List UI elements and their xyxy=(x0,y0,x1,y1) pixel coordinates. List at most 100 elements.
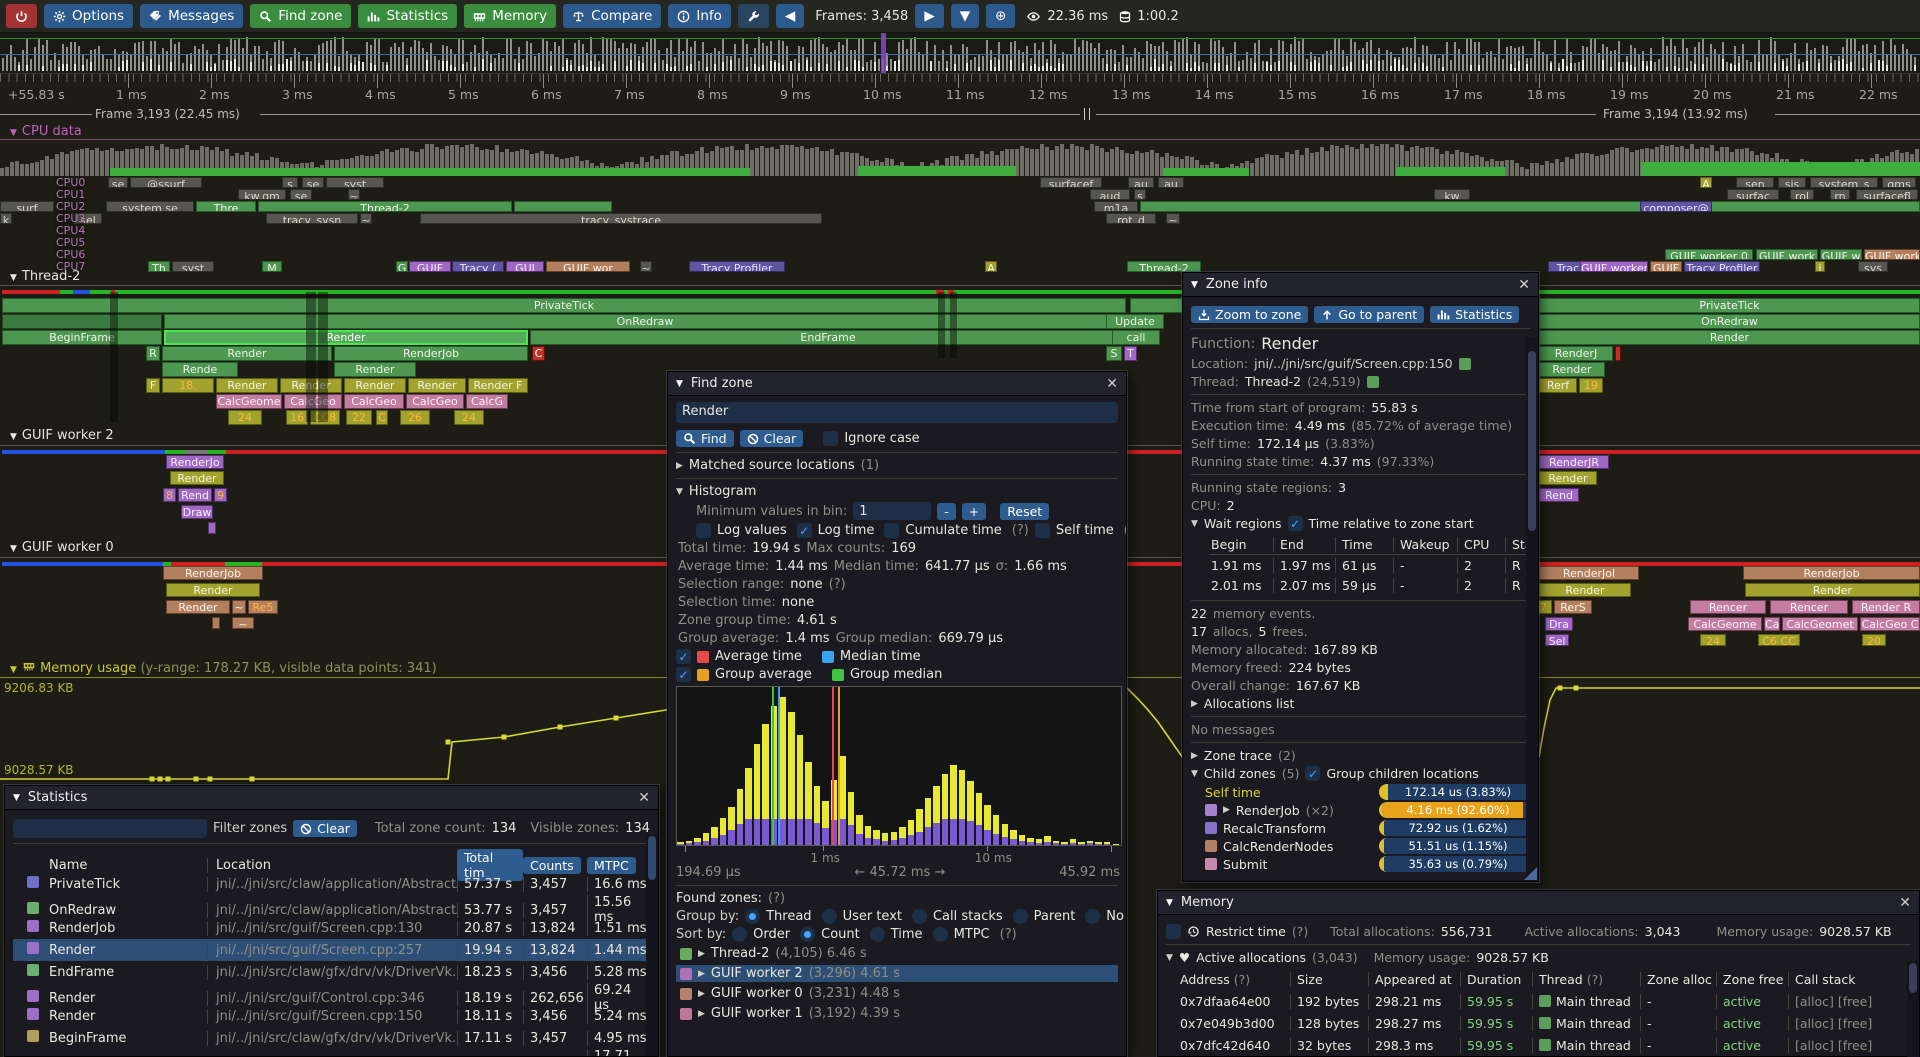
options-button[interactable]: Options xyxy=(44,4,134,28)
timeline-zone[interactable]: C6 CC xyxy=(1758,634,1800,646)
timeline-zone[interactable]: 18. xyxy=(162,378,214,393)
col-location[interactable]: Location xyxy=(207,857,457,873)
timeline-strip[interactable] xyxy=(950,292,957,358)
call-stack-links[interactable]: [alloc] [free] xyxy=(1788,993,1911,1009)
close-icon[interactable]: ✕ xyxy=(1106,375,1118,392)
statistics-scrollbar[interactable] xyxy=(646,834,658,1056)
timeline-zone[interactable]: se xyxy=(302,177,324,188)
matched-locations-label[interactable]: Matched source locations xyxy=(688,458,855,473)
reset-button[interactable]: Reset xyxy=(1000,502,1050,520)
timeline-zone[interactable]: ~ xyxy=(232,617,254,629)
timeline-zone[interactable]: G xyxy=(396,261,408,272)
timeline-zone[interactable]: Dra xyxy=(1545,617,1573,631)
timeline-zone[interactable]: Rencer xyxy=(1690,600,1766,614)
timeline-strip[interactable] xyxy=(90,290,111,294)
timeline-zone[interactable]: 24 xyxy=(228,410,262,425)
timeline-zone[interactable]: RenderJol xyxy=(1539,566,1639,580)
timeline-zone[interactable]: RenderJR xyxy=(1539,455,1609,469)
timeline-zone[interactable]: k xyxy=(0,213,12,224)
timeline-strip[interactable] xyxy=(212,617,220,629)
timeline-zone[interactable]: GUIF xyxy=(409,261,451,272)
memory-row[interactable]: 0x7dfc42d640 32 bytes 298.3 ms 59.95 s Main … xyxy=(1180,1034,1911,1056)
mtpc-radio[interactable] xyxy=(932,927,948,942)
no-grouping-radio[interactable] xyxy=(1085,909,1101,924)
timeline-zone[interactable]: system se xyxy=(106,201,194,212)
count-radio[interactable] xyxy=(800,927,816,942)
timeline-zone[interactable]: C xyxy=(376,410,388,425)
timeline-zone[interactable]: rol xyxy=(1790,189,1814,200)
timeline-zone[interactable]: CalcGeo C xyxy=(1860,617,1920,631)
found-zone-group[interactable]: ▶ GUIF worker 1 (3,192) 4.39 s xyxy=(676,1005,1118,1022)
child-zone-row[interactable]: Submit 35.63 us (0.79%) xyxy=(1205,856,1534,872)
thread2-header[interactable]: ▼ Thread-2 xyxy=(10,269,81,284)
timeline-zone[interactable]: Rende xyxy=(162,362,238,377)
timeline-zone[interactable]: Render xyxy=(164,330,528,345)
clear-button[interactable]: Clear xyxy=(739,430,804,447)
timeline-zone[interactable]: Render xyxy=(408,378,466,393)
column-header[interactable]: Appeared at xyxy=(1368,971,1460,987)
filter-input[interactable] xyxy=(13,819,208,838)
timeline-zone[interactable]: GUIF w xyxy=(1820,249,1862,260)
timeline-strip[interactable] xyxy=(936,290,944,294)
table-row[interactable]: EndFrame jni/../jni/src/claw/gfx/drv/vk/D… xyxy=(13,961,650,983)
timeline-zone[interactable]: composer@ xyxy=(1640,201,1712,212)
timeline-zone[interactable]: RenderJ xyxy=(1539,346,1613,361)
timeline-zone[interactable]: Render R xyxy=(1852,600,1920,614)
column-header[interactable]: Call stack xyxy=(1788,971,1911,987)
timeline-strip[interactable] xyxy=(2,290,60,294)
timeline-zone[interactable]: 26 xyxy=(400,410,430,425)
timeline-strip[interactable] xyxy=(165,450,186,454)
timeline-zone[interactable]: A xyxy=(985,261,997,272)
legend-checkbox[interactable]: ✓ xyxy=(676,667,691,682)
timeline-zone[interactable]: GUIF wor xyxy=(546,261,630,272)
timeline-zone[interactable]: surf xyxy=(0,201,54,212)
frame-overview-strip[interactable] xyxy=(0,33,1920,74)
collapse-icon[interactable]: ▼ xyxy=(1191,768,1198,779)
timeline-zone[interactable]: Render xyxy=(170,471,224,485)
timeline-strip[interactable] xyxy=(1140,201,1920,212)
timeline-strip[interactable] xyxy=(2,562,163,566)
found-zone-group[interactable]: ▶ GUIF worker 0 (3,231) 4.48 s xyxy=(676,985,1118,1002)
timeline-zone[interactable]: tracy_systrace xyxy=(420,213,822,224)
timeline-strip[interactable] xyxy=(186,450,208,454)
zone-trace-label[interactable]: Zone trace xyxy=(1203,748,1272,763)
table-row[interactable]: Clipperjni/../jni/src/claw/gfx/geo/Clipp… xyxy=(13,1049,650,1056)
table-row[interactable]: OnRedraw jni/../jni/src/claw/application/… xyxy=(13,895,650,925)
order-radio[interactable] xyxy=(732,927,748,942)
timeline-zone[interactable]: Thread-2 xyxy=(258,201,512,212)
child-zone-row[interactable]: ▶ RenderJob (×2) 4.16 ms (92.60%) xyxy=(1205,802,1534,818)
table-row[interactable]: Render jni/../jni/src/guif/Screen.cpp:150… xyxy=(13,1005,650,1027)
timeline-strip[interactable] xyxy=(163,562,171,566)
timeline-zone[interactable]: system_s xyxy=(1810,177,1878,188)
timeline-zone[interactable]: ~ xyxy=(232,600,246,614)
call-stacks-radio[interactable] xyxy=(911,909,927,924)
timeline-zone[interactable]: surfacef xyxy=(1040,177,1102,188)
timeline-zone[interactable]: BeginFrame xyxy=(2,330,162,345)
timeline-zone[interactable]: 19 xyxy=(1579,378,1603,393)
timeline-zone[interactable]: 8 xyxy=(163,488,176,502)
timeline-zone[interactable]: Tracy Profiler xyxy=(1684,261,1760,272)
statistics-button[interactable]: Statistics xyxy=(1430,306,1520,323)
timeline-zone[interactable]: RerS xyxy=(1554,600,1592,614)
timeline-strip[interactable] xyxy=(2,314,162,329)
timeline-zone[interactable]: surfacefl xyxy=(1856,189,1918,200)
go-to-parent-button[interactable]: Go to parent xyxy=(1314,306,1425,323)
timeline-zone[interactable]: Render xyxy=(280,378,342,393)
time-radio[interactable] xyxy=(869,927,885,942)
memory-titlebar[interactable]: ▼ Memory ✕ xyxy=(1158,891,1919,915)
table-row[interactable]: Render jni/../jni/src/guif/Screen.cpp:257… xyxy=(13,939,650,961)
timeline-zone[interactable]: s xyxy=(282,177,298,188)
memory-row[interactable]: 0x7e049b3d00 128 bytes 298.27 ms 59.95 s Mai… xyxy=(1180,1012,1911,1034)
collapse-icon[interactable]: ▼ xyxy=(1191,518,1198,529)
timeline-zone[interactable]: Rencer xyxy=(1770,600,1848,614)
sort-column-button[interactable]: MTPC xyxy=(587,856,636,874)
scrollbar-thumb[interactable] xyxy=(1909,963,1917,993)
timeline-zone[interactable]: Thre xyxy=(196,201,256,212)
timeline-strip[interactable] xyxy=(514,201,612,212)
timeline-zone[interactable]: Render xyxy=(1539,471,1597,485)
timeline-zone[interactable]: Sel xyxy=(1545,634,1569,646)
timeline-zone[interactable]: Re5 xyxy=(248,600,278,614)
location-value[interactable]: jni/../jni/src/guif/Screen.cpp:150 xyxy=(1254,356,1453,371)
timeline-zone[interactable]: ~ xyxy=(640,261,652,272)
found-zone-group[interactable]: ▶ Thread-2 (4,105) 6.46 s xyxy=(676,945,1118,962)
